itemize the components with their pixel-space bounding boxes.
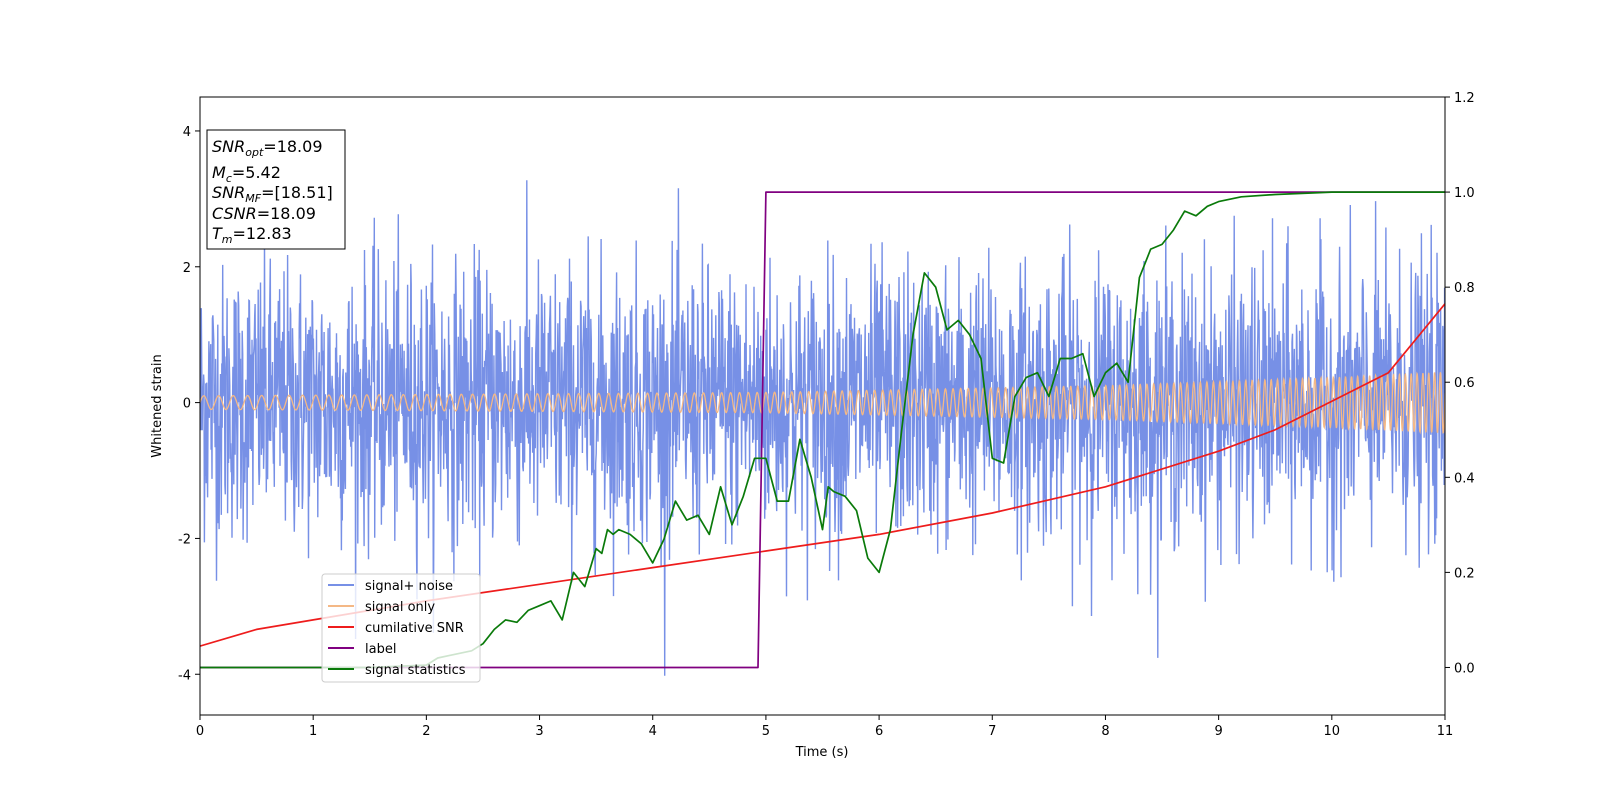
series-signal-only (200, 371, 1445, 435)
x-tick-label: 11 (1437, 724, 1454, 739)
x-tick-label: 2 (422, 724, 430, 739)
y-right-tick-label: 0.0 (1454, 661, 1475, 676)
y-left-tick-label: 2 (183, 261, 191, 276)
y-right-tick-label: 0.6 (1454, 376, 1475, 391)
x-tick-label: 8 (1101, 724, 1109, 739)
stat-mc-sub: c (226, 172, 232, 185)
y-left-tick-label: -4 (178, 668, 191, 683)
x-tick-label: 1 (309, 724, 317, 739)
x-tick-label: 9 (1214, 724, 1222, 739)
x-axis-label: Time (s) (795, 745, 849, 760)
stat-mc: Mc=5.42 (212, 163, 281, 185)
axes-layer: 0 1 2 3 4 5 6 7 8 9 10 11 -4 -2 0 2 4 0.0 0.2 0.4 0.6 0.8 1.0 1… (178, 91, 1475, 739)
x-tick-label: 7 (988, 724, 996, 739)
stat-mc-label: M (212, 163, 226, 182)
x-tick-label: 3 (535, 724, 543, 739)
series-signal-statistics (200, 191, 1445, 669)
y-right-tick-label: 0.8 (1454, 281, 1475, 296)
stat-tm-value: =12.83 (233, 224, 292, 243)
stat-tm: Tm=12.83 (212, 224, 292, 246)
legend-label-signal-only: signal only (365, 600, 435, 615)
plot-frame (199, 96, 1446, 716)
series-signal-noise (200, 180, 1445, 676)
x-tick-label: 4 (649, 724, 657, 739)
x-tick-label: 5 (762, 724, 770, 739)
y-left-tick-label: 0 (183, 397, 191, 412)
legend: signal+ noise signal only cumilative SNR… (321, 573, 481, 683)
x-tick-label: 10 (1324, 724, 1341, 739)
y-left-tick-label: -2 (178, 532, 191, 547)
stat-csnr-value: =18.09 (257, 204, 316, 223)
stat-snr-mf-label: SNR (212, 183, 245, 202)
y-axis-label: Whitened strain (150, 354, 165, 457)
stat-csnr: CSNR=18.09 (212, 204, 316, 223)
stat-snr-mf-value: =[18.51] (261, 183, 333, 202)
stat-snr-opt-sub: opt (245, 146, 264, 159)
stat-snr-mf-sub: MF (245, 192, 261, 205)
stat-mc-value: =5.42 (232, 163, 281, 182)
y-right-tick-label: 1.2 (1454, 91, 1475, 106)
stat-tm-label: T (212, 224, 223, 243)
stat-snr-opt-value: =18.09 (263, 137, 322, 156)
y-left-tick-label: 4 (183, 125, 191, 140)
y-right-tick-label: 0.2 (1454, 566, 1475, 581)
legend-box (321, 573, 481, 683)
x-tick-label: 6 (875, 724, 883, 739)
stat-snr-opt-label: SNR (212, 137, 245, 156)
legend-label-cumulative-snr: cumilative SNR (365, 621, 464, 636)
stat-snr-opt: SNRopt=18.09 (212, 137, 323, 159)
x-tick-label: 0 (196, 724, 204, 739)
legend-label-signal-statistics: signal statistics (365, 663, 466, 678)
stat-tm-sub: m (222, 233, 233, 246)
y-right-tick-label: 1.0 (1454, 186, 1475, 201)
legend-label-label: label (365, 642, 396, 657)
legend-label-signal-noise: signal+ noise (365, 579, 453, 594)
stats-annotation-box (206, 129, 346, 250)
stat-csnr-label: CSNR (212, 204, 257, 223)
stat-snr-mf: SNRMF=[18.51] (212, 183, 333, 205)
stats-annotation: SNRopt=18.09 Mc=5.42 SNRMF=[18.51] CSNR=… (206, 129, 346, 250)
y-right-tick-label: 0.4 (1454, 471, 1475, 486)
